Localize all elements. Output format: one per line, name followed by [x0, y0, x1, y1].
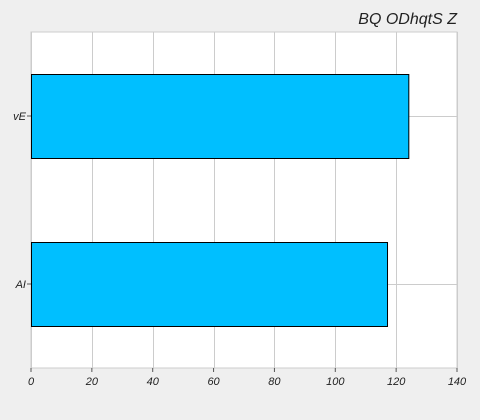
bar-ai	[31, 242, 389, 327]
bar-ve	[31, 74, 410, 159]
x-tick-label: 120	[387, 376, 406, 388]
y-tick-label: vE	[13, 111, 27, 123]
x-tick-label: 40	[147, 376, 160, 388]
x-tick-label: 100	[326, 376, 345, 388]
x-tick-label: 140	[448, 376, 467, 388]
axes: 0 20 40 60 80 100 120 140 vE AI	[13, 111, 467, 388]
x-tick-label: 80	[268, 376, 281, 388]
x-tick-label: 0	[28, 376, 35, 388]
bars	[31, 74, 410, 327]
y-tick-label: AI	[15, 279, 26, 291]
x-tick-label: 20	[85, 376, 99, 388]
chart-title: BQ ODhqtS Z	[358, 11, 458, 28]
x-tick-label: 60	[207, 376, 220, 388]
